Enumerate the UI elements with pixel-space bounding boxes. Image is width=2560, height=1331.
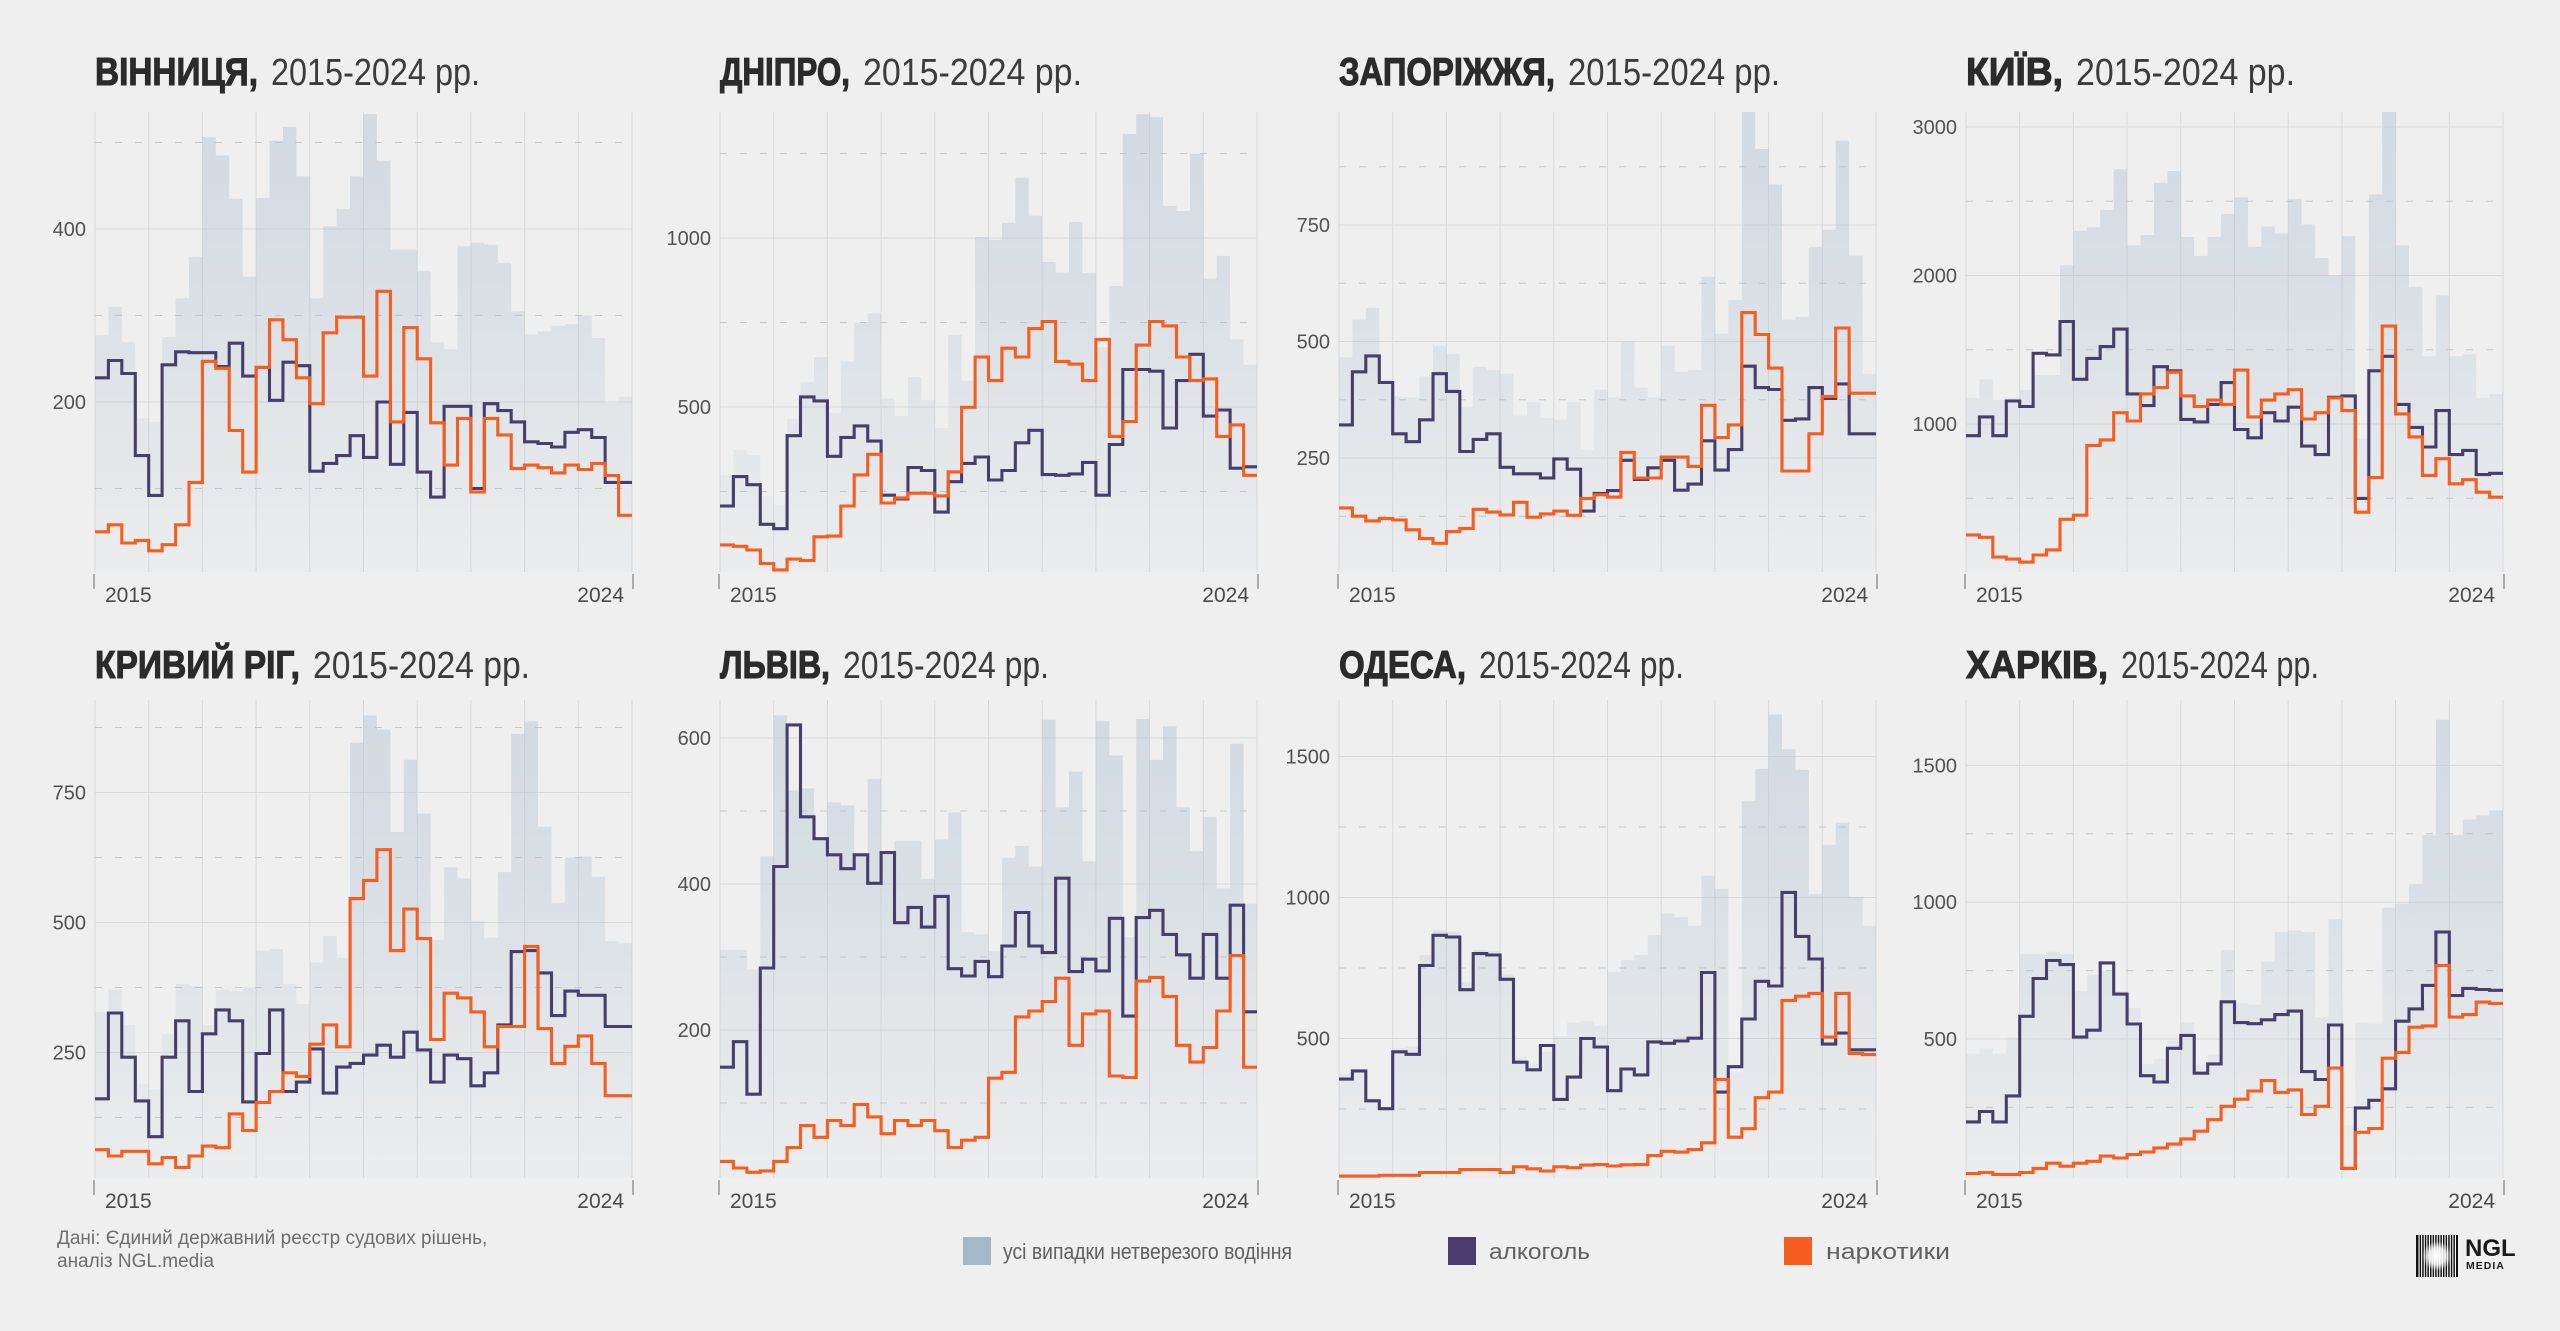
svg-text:2024: 2024 <box>1821 584 1868 607</box>
svg-text:2015-2024 рр.: 2015-2024 рр. <box>863 52 1082 94</box>
svg-text:2015: 2015 <box>105 1190 152 1213</box>
svg-text:2015: 2015 <box>1349 584 1396 607</box>
svg-text:2024: 2024 <box>1202 1190 1249 1213</box>
svg-text:250: 250 <box>53 1043 86 1065</box>
svg-text:2015-2024 рр.: 2015-2024 рр. <box>2121 645 2319 687</box>
svg-text:2015-2024 рр.: 2015-2024 рр. <box>843 645 1049 687</box>
svg-text:2015-2024 рр.: 2015-2024 рр. <box>313 645 530 687</box>
svg-text:2024: 2024 <box>2448 584 2495 607</box>
svg-text:600: 600 <box>678 728 711 750</box>
svg-text:200: 200 <box>678 1020 711 1042</box>
svg-text:400: 400 <box>53 219 86 241</box>
svg-text:2015: 2015 <box>1976 1190 2023 1213</box>
svg-text:NGL: NGL <box>2465 1235 2516 1262</box>
svg-text:2024: 2024 <box>577 1190 624 1213</box>
svg-text:MEDIA: MEDIA <box>2466 1260 2505 1272</box>
svg-text:Дані: Єдиний державний реєстр: Дані: Єдиний державний реєстр судових рі… <box>57 1228 487 1249</box>
svg-text:1500: 1500 <box>1913 755 1958 777</box>
svg-text:2024: 2024 <box>1202 584 1249 607</box>
svg-text:1500: 1500 <box>1286 747 1331 769</box>
svg-text:1000: 1000 <box>1286 888 1331 910</box>
svg-text:усі випадки нетверезого водінн: усі випадки нетверезого водіння <box>1003 1239 1292 1264</box>
svg-text:КИЇВ,: КИЇВ, <box>1966 51 2063 94</box>
svg-text:ЛЬВІВ,: ЛЬВІВ, <box>720 644 830 687</box>
svg-text:1000: 1000 <box>667 228 712 250</box>
svg-text:2000: 2000 <box>1913 266 1958 288</box>
svg-text:500: 500 <box>53 913 86 935</box>
svg-text:400: 400 <box>678 874 711 896</box>
svg-text:2015: 2015 <box>105 584 152 607</box>
svg-text:1000: 1000 <box>1913 414 1958 436</box>
svg-text:2015-2024 рр.: 2015-2024 рр. <box>271 52 480 94</box>
svg-text:3000: 3000 <box>1913 117 1958 139</box>
svg-text:500: 500 <box>1924 1029 1957 1051</box>
svg-text:2024: 2024 <box>2448 1190 2495 1213</box>
svg-text:2015: 2015 <box>730 1190 777 1213</box>
svg-text:200: 200 <box>53 392 86 414</box>
svg-text:2024: 2024 <box>1821 1190 1868 1213</box>
svg-text:1000: 1000 <box>1913 892 1958 914</box>
svg-text:750: 750 <box>1297 215 1330 237</box>
svg-text:250: 250 <box>1297 448 1330 470</box>
svg-text:ХАРКІВ,: ХАРКІВ, <box>1966 644 2108 687</box>
svg-text:ЗАПОРІЖЖЯ,: ЗАПОРІЖЖЯ, <box>1339 51 1555 94</box>
svg-text:аналіз NGL.media: аналіз NGL.media <box>57 1251 214 1272</box>
svg-text:наркотики: наркотики <box>1826 1239 1950 1264</box>
svg-text:ВІННИЦЯ,: ВІННИЦЯ, <box>95 51 258 94</box>
svg-text:ДНІПРО,: ДНІПРО, <box>720 51 850 94</box>
svg-text:2024: 2024 <box>577 584 624 607</box>
svg-text:500: 500 <box>1297 1029 1330 1051</box>
svg-text:2015-2024 рр.: 2015-2024 рр. <box>2076 52 2295 94</box>
svg-text:2015: 2015 <box>1349 1190 1396 1213</box>
svg-text:500: 500 <box>1297 332 1330 354</box>
svg-text:2015: 2015 <box>1976 584 2023 607</box>
svg-text:ОДЕСА,: ОДЕСА, <box>1339 644 1466 687</box>
svg-text:2015: 2015 <box>730 584 777 607</box>
svg-text:750: 750 <box>53 783 86 805</box>
svg-text:2015-2024 рр.: 2015-2024 рр. <box>1479 645 1684 687</box>
svg-text:500: 500 <box>678 397 711 419</box>
svg-text:КРИВИЙ РІГ,: КРИВИЙ РІГ, <box>95 642 300 687</box>
svg-text:алкоголь: алкоголь <box>1489 1239 1590 1264</box>
svg-text:2015-2024 рр.: 2015-2024 рр. <box>1568 52 1780 94</box>
